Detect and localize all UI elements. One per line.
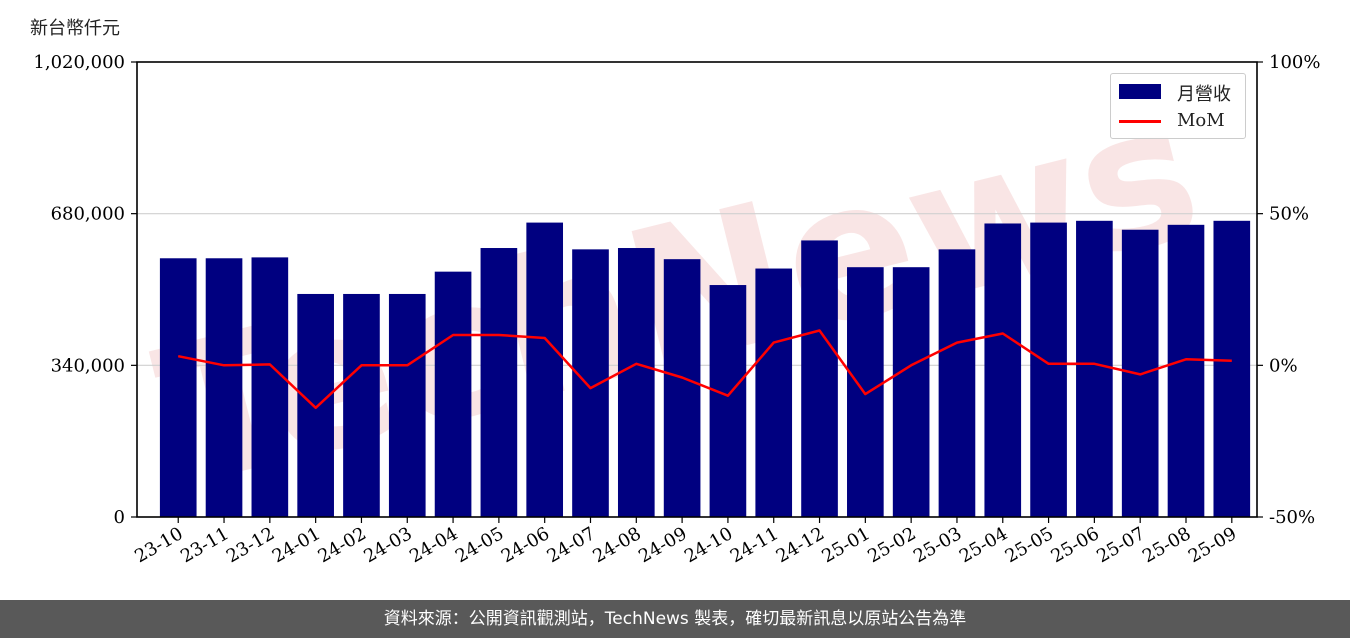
x-tick-label: 24-01 bbox=[269, 523, 324, 567]
x-tick-label: 24-02 bbox=[315, 523, 370, 567]
x-tick-label: 24-06 bbox=[498, 523, 553, 567]
bar-25-06 bbox=[1076, 220, 1113, 517]
x-tick-label: 24-07 bbox=[544, 523, 599, 567]
legend-swatch-revenue bbox=[1119, 84, 1161, 99]
plot-frame bbox=[136, 61, 1258, 518]
x-tick-label: 25-06 bbox=[1047, 523, 1102, 567]
bar-25-09 bbox=[1213, 220, 1251, 517]
chart-area: TechNews0340,000680,0001,020,000-50%0%50… bbox=[30, 18, 1320, 567]
x-tick-label: 24-09 bbox=[635, 523, 690, 567]
left-tick-label: 340,000 bbox=[51, 355, 125, 376]
x-tick-label: 24-03 bbox=[360, 523, 415, 567]
revenue-chart: TechNews0340,000680,0001,020,000-50%0%50… bbox=[33, 52, 1320, 567]
mom-line bbox=[177, 329, 1232, 410]
bar-25-08 bbox=[1167, 224, 1205, 517]
x-tick-label: 25-07 bbox=[1093, 523, 1148, 567]
source-footer: 資料來源：公開資訊觀測站，TechNews 製表，確切最新訊息以原站公告為準 bbox=[0, 600, 1350, 638]
right-tick-label: 50% bbox=[1269, 204, 1309, 225]
x-tick-label: 24-12 bbox=[773, 523, 828, 567]
right-tick-label: 0% bbox=[1269, 355, 1298, 376]
x-tick-label: 24-08 bbox=[589, 523, 644, 567]
bar-24-01 bbox=[297, 293, 334, 517]
left-tick-label: 680,000 bbox=[51, 204, 125, 225]
x-tick-label: 24-10 bbox=[681, 523, 736, 567]
left-tick-label: 1,020,000 bbox=[33, 52, 125, 73]
legend-item-revenue: 月營收 bbox=[1119, 78, 1241, 105]
bar-24-09 bbox=[663, 259, 701, 517]
bar-24-10 bbox=[709, 285, 747, 517]
x-tick-label: 25-01 bbox=[818, 523, 873, 567]
x-tick-label: 25-02 bbox=[864, 523, 919, 567]
x-tick-label: 25-08 bbox=[1139, 523, 1194, 567]
bar-24-04 bbox=[434, 271, 472, 517]
chart-legend: 月營收 MoM bbox=[1110, 73, 1246, 139]
bar-24-05 bbox=[480, 248, 518, 517]
legend-label-mom: MoM bbox=[1177, 110, 1225, 131]
x-tick-label: 24-11 bbox=[727, 523, 782, 567]
legend-label-revenue: 月營收 bbox=[1177, 84, 1231, 105]
x-tick-label: 23-12 bbox=[223, 523, 278, 567]
x-tick-label: 25-04 bbox=[956, 523, 1011, 567]
bar-24-02 bbox=[343, 293, 380, 517]
bar-23-11 bbox=[205, 258, 243, 517]
right-tick-label: -50% bbox=[1269, 507, 1315, 528]
bar-24-03 bbox=[388, 293, 426, 517]
bar-25-03 bbox=[938, 249, 976, 517]
left-axis-unit-label: 新台幣仟元 bbox=[30, 18, 120, 39]
bar-25-05 bbox=[1030, 222, 1067, 517]
bar-24-12 bbox=[801, 240, 838, 517]
left-tick-label: 0 bbox=[114, 507, 125, 528]
bar-24-08 bbox=[617, 248, 655, 517]
x-tick-label: 25-09 bbox=[1185, 523, 1240, 567]
legend-swatch-mom bbox=[1119, 120, 1161, 123]
right-tick-label: 100% bbox=[1269, 52, 1320, 73]
x-tick-label: 23-10 bbox=[131, 523, 186, 567]
legend-item-mom: MoM bbox=[1119, 108, 1241, 134]
x-tick-label: 25-05 bbox=[1002, 523, 1057, 567]
bar-24-07 bbox=[572, 249, 609, 517]
bar-24-06 bbox=[526, 222, 564, 517]
bar-25-04 bbox=[984, 223, 1022, 517]
bar-23-12 bbox=[251, 257, 289, 517]
bar-25-02 bbox=[892, 267, 930, 517]
x-tick-label: 23-11 bbox=[177, 523, 232, 567]
x-tick-label: 25-03 bbox=[910, 523, 965, 567]
bar-23-10 bbox=[159, 258, 197, 517]
x-tick-label: 24-05 bbox=[452, 523, 507, 567]
x-tick-label: 24-04 bbox=[406, 523, 461, 567]
bar-24-11 bbox=[755, 268, 793, 517]
